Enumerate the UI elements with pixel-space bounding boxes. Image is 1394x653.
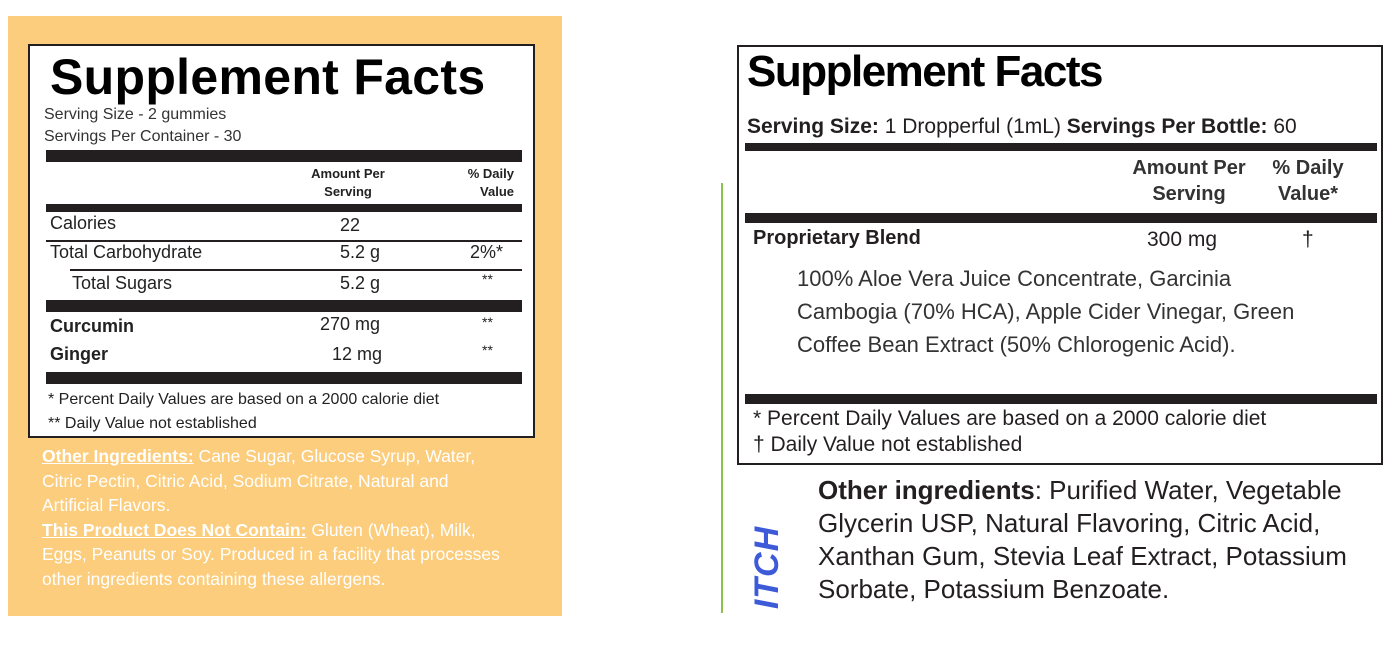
left-header-amount: Amount Per Serving bbox=[311, 166, 385, 199]
right-title: Supplement Facts bbox=[747, 47, 1103, 96]
left-row-curcumin-amount: 270 mg bbox=[320, 314, 381, 334]
right-header-amount: Amount Per Serving bbox=[1132, 157, 1246, 205]
right-blend-name: Proprietary Blend bbox=[753, 227, 921, 249]
right-footnote-percent-dv: * Percent Daily Values are based on a 20… bbox=[753, 407, 1267, 430]
brand-logo-text: ITCH bbox=[748, 525, 784, 610]
left-medium-rule bbox=[46, 204, 522, 212]
right-serving-line: Serving Size: 1 Dropperful (1mL) Serving… bbox=[747, 115, 1297, 139]
left-row-carbohydrate-name: Total Carbohydrate bbox=[50, 242, 203, 262]
left-other-ingredients-text: Cane Sugar, Glucose Syrup, Water, Citric… bbox=[42, 446, 476, 515]
right-thick-rule bbox=[745, 213, 1377, 223]
right-serving-size-label: Serving Size: bbox=[747, 115, 879, 138]
right-thick-rule bbox=[745, 394, 1377, 404]
left-title: Supplement Facts bbox=[50, 49, 486, 105]
brand-logo-fragment: ITCH bbox=[748, 508, 784, 616]
left-not-contain-label: This Product Does Not Contain: bbox=[42, 519, 307, 540]
right-other-ingredients: Other ingredients: Purified Water, Veget… bbox=[818, 474, 1378, 606]
left-footnote-not-established: ** Daily Value not established bbox=[48, 415, 257, 432]
left-row-divider bbox=[46, 240, 522, 242]
left-row-curcumin-name: Curcumin bbox=[50, 316, 135, 336]
left-serving-size: Serving Size - 2 gummies bbox=[44, 106, 227, 123]
left-row-carbohydrate-dv: 2%* bbox=[470, 242, 504, 262]
left-row-divider bbox=[70, 269, 522, 271]
left-footnote-percent-dv: * Percent Daily Values are based on a 20… bbox=[48, 391, 440, 408]
left-row-carbohydrate-amount: 5.2 g bbox=[340, 242, 381, 262]
right-other-ingredients-label: Other ingredients bbox=[818, 475, 1035, 505]
left-row-ginger-amount: 12 mg bbox=[332, 344, 383, 364]
right-header-daily-value: % Daily Value* bbox=[1272, 157, 1344, 205]
right-blend-dv: † bbox=[1302, 228, 1314, 251]
right-other-ingredients-text: : Purified Water, Vegetable Glycerin USP… bbox=[818, 475, 1347, 604]
right-blend-ingredients: 100% Aloe Vera Juice Concentrate, Garcin… bbox=[797, 266, 1295, 357]
left-thick-rule bbox=[46, 372, 522, 384]
left-row-ginger-name: Ginger bbox=[50, 344, 109, 364]
left-not-contain-text: Gluten (Wheat), Milk, Eggs, Peanuts or S… bbox=[42, 519, 500, 589]
left-supplement-facts-panel: Supplement Facts Serving Size - 2 gummie… bbox=[28, 44, 535, 438]
right-supplement-facts-panel: Supplement Facts Serving Size: 1 Dropper… bbox=[737, 45, 1383, 465]
left-thick-rule bbox=[46, 150, 522, 162]
left-row-curcumin-dv: ** bbox=[482, 314, 493, 330]
left-other-ingredients-label: Other Ingredients: bbox=[42, 446, 194, 466]
left-row-sugars-dv: ** bbox=[482, 271, 493, 287]
left-row-ginger-dv: ** bbox=[482, 342, 493, 358]
left-row-sugars-name: Total Sugars bbox=[72, 273, 173, 293]
right-thick-rule bbox=[745, 143, 1377, 151]
left-row-calories-amount: 22 bbox=[340, 215, 361, 235]
left-servings-per-container: Servings Per Container - 30 bbox=[44, 128, 242, 145]
left-row-sugars-amount: 5.2 g bbox=[340, 273, 381, 293]
right-serving-size-value: 1 Dropperful (1mL) bbox=[878, 115, 1067, 138]
right-blend-amount: 300 mg bbox=[1147, 228, 1218, 251]
left-header-daily-value: % Daily Value bbox=[467, 166, 514, 199]
green-divider-line bbox=[721, 183, 723, 613]
right-footnote-not-established: † Daily Value not established bbox=[753, 433, 1023, 456]
left-row-calories-name: Calories bbox=[50, 213, 117, 233]
right-servings-per-bottle-value: 60 bbox=[1267, 115, 1297, 138]
left-thick-rule bbox=[46, 300, 522, 312]
right-servings-per-bottle-label: Servings Per Bottle: bbox=[1066, 115, 1268, 138]
left-other-ingredients: Other Ingredients: Cane Sugar, Glucose S… bbox=[42, 444, 512, 591]
